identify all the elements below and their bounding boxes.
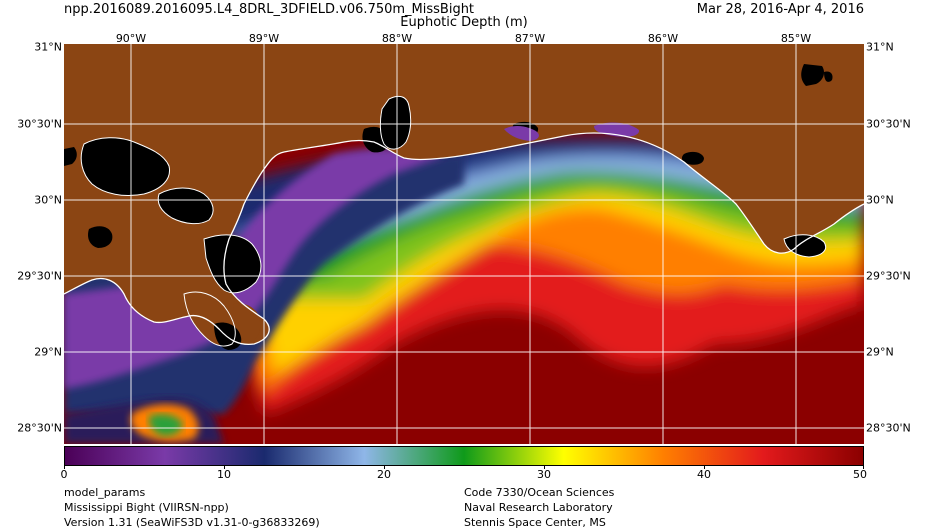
footer-right-line: Stennis Space Center, MS — [464, 516, 606, 529]
footer-left-line: model_params — [64, 486, 146, 499]
lat-label-left-31n: 31°N — [34, 40, 62, 54]
inland-lake-ne — [801, 64, 824, 86]
colorbar-tick-mark — [863, 466, 864, 469]
colorbar-tick-20: 20 — [377, 468, 391, 481]
lat-label-right-28-30n: 28°30'N — [866, 421, 911, 435]
lat-label-left-30-30n: 30°30'N — [17, 117, 62, 131]
lon-label-88w: 88°W — [381, 32, 413, 45]
colorbar-tick-0: 0 — [60, 468, 68, 481]
colorbar-tick-10: 10 — [217, 468, 231, 481]
colorbar-tick-mark — [704, 466, 705, 469]
lon-label-87w: 87°W — [514, 32, 546, 45]
st-andrew-bay — [681, 151, 704, 165]
footer-right-line: Naval Research Laboratory — [464, 501, 613, 514]
colorbar-tick-mark — [384, 466, 385, 469]
colorbar-tick-30: 30 — [537, 468, 551, 481]
inland-lake-ne-2 — [824, 71, 833, 82]
lat-label-left-28-30n: 28°30'N — [17, 421, 62, 435]
colorbar-tick-mark — [544, 466, 545, 469]
footer-right: Code 7330/Ocean Sciences Naval Research … — [464, 485, 614, 530]
date-range: Mar 28, 2016-Apr 4, 2016 — [696, 2, 864, 17]
lat-label-right-31n: 31°N — [866, 40, 894, 54]
footer-left-line: Version 1.31 (SeaWiFS3D v1.31-0-g3683326… — [64, 516, 320, 529]
colorbar — [64, 446, 864, 466]
lon-label-85w: 85°W — [780, 32, 812, 45]
lat-label-right-30n: 30°N — [866, 193, 894, 207]
colorbar-tick-mark — [64, 466, 65, 469]
lake-maurepas — [64, 147, 77, 166]
lake-pontchartrain — [81, 137, 170, 196]
lat-label-right-30-30n: 30°30'N — [866, 117, 911, 131]
apalachicola-bay — [784, 234, 826, 257]
colorbar-tick-50: 50 — [853, 468, 867, 481]
lake-salvador — [88, 226, 113, 248]
lon-label-86w: 86°W — [647, 32, 679, 45]
lake-borgne — [158, 188, 214, 224]
footer-right-line: Code 7330/Ocean Sciences — [464, 486, 615, 499]
footer-left: model_params Mississippi Bight (VIIRSN-n… — [64, 485, 320, 530]
breton-sound — [204, 234, 261, 293]
euphotic-depth-map — [64, 44, 864, 444]
product-title: npp.2016089.2016095.L4_8DRL_3DFIELD.v06.… — [64, 2, 475, 17]
colorbar-tick-40: 40 — [697, 468, 711, 481]
colorbar-tick-mark — [224, 466, 225, 469]
lat-label-left-29n: 29°N — [34, 345, 62, 359]
lat-label-right-29n: 29°N — [866, 345, 894, 359]
mobile-bay — [380, 96, 411, 150]
lon-label-90w: 90°W — [115, 32, 147, 45]
lat-label-left-30n: 30°N — [34, 193, 62, 207]
lake-shorelines — [80, 95, 827, 347]
barataria-bay — [214, 322, 242, 350]
graticule — [64, 44, 864, 444]
variable-title: Euphotic Depth (m) — [400, 15, 528, 30]
lat-label-right-29-30n: 29°30'N — [866, 269, 911, 283]
lon-label-89w: 89°W — [248, 32, 280, 45]
lat-label-left-29-30n: 29°30'N — [17, 269, 62, 283]
footer-left-line: Mississippi Bight (VIIRSN-npp) — [64, 501, 229, 514]
